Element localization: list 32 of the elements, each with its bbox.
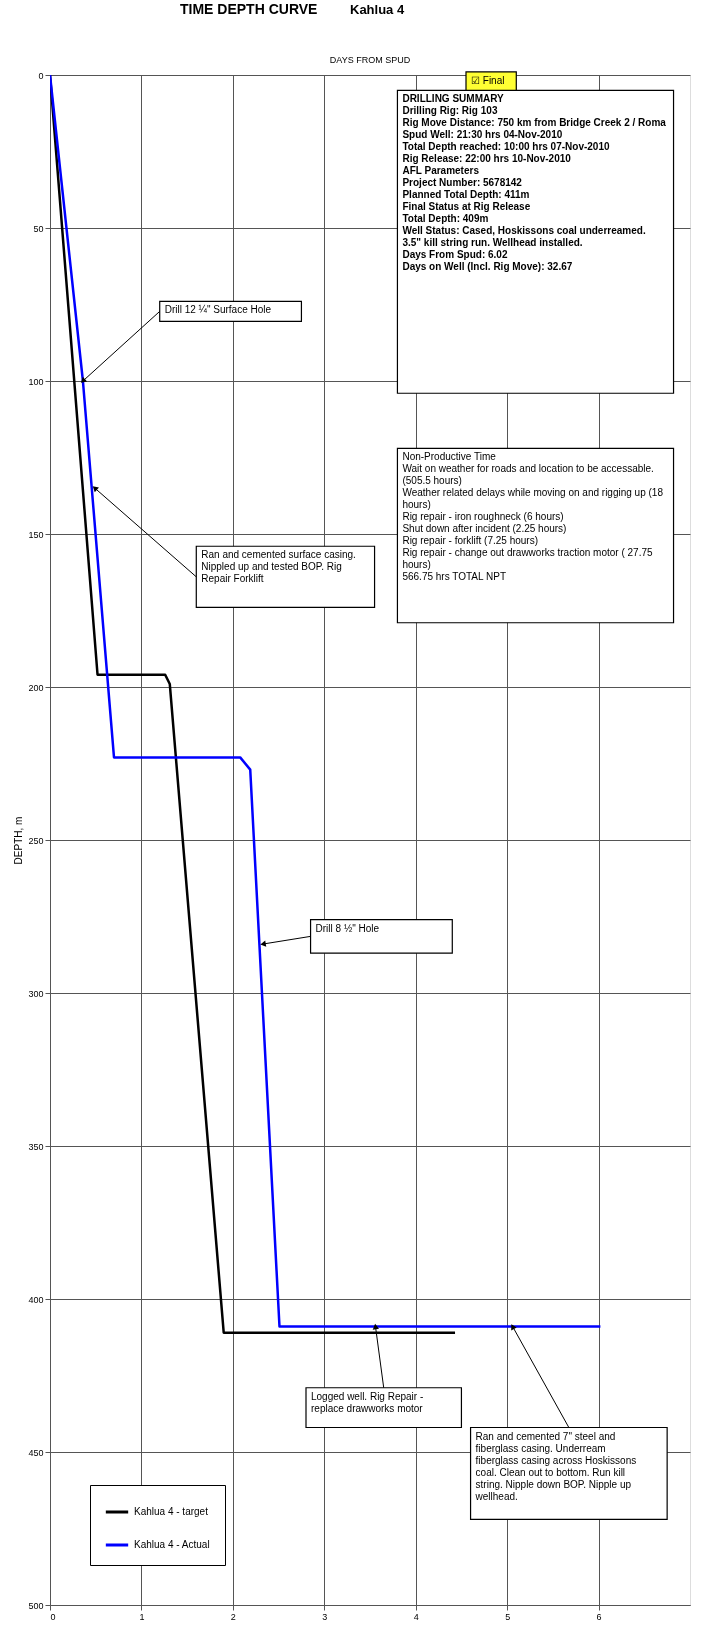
y-tick-label: 350	[28, 1141, 44, 1152]
x-tick-label: 2	[230, 1611, 236, 1622]
annotation: Ran and cemented 7" steel and fiberglass casing. Underream fiberglass casing across Hoskissons coal. Clean out to bottom. Run kill string. Nipple down BOP. Nipple up wellhead.	[474, 1430, 637, 1502]
annotation: Drill 8 ½" Hole	[315, 922, 380, 934]
y-tick-label: 250	[28, 835, 44, 846]
x-tick-label: 4	[413, 1611, 419, 1622]
chart-subtitle: Kahlua 4	[350, 2, 405, 17]
legend-label: Kahlua 4 - target	[134, 1506, 209, 1517]
y-tick-label: 0	[38, 70, 44, 81]
y-tick-label: 450	[28, 1447, 44, 1458]
y-axis-title: DEPTH, m	[13, 816, 25, 865]
y-tick-label: 400	[28, 1294, 44, 1305]
text: DRILLING SUMMARY Drilling Rig: Rig 103 Rig Move Distance: 750 km from Bridge Creek 2 / Roma Spud Well: 21:30 hrs 04-Nov-2010 Total Depth reached: 10:00 hrs 07-Nov-2010 Rig Release: 22:00 hrs 10-Nov-2010 AFL Parameters Project Number: 5678142 Planned Total Depth: 411m Final Status at Rig Release Total Depth: 409m Well Status: Cased, Hoskissons coal underreamed. 3.5" kill string run. Wellhead installed. Days From Spud: 6.02 Days on Well (Incl. Rig Move): 32.67	[402, 93, 666, 273]
y-tick-label: 150	[28, 529, 44, 540]
annotation: ☑ Final	[471, 74, 505, 86]
x-axis-title: DAYS FROM SPUD	[329, 55, 411, 65]
y-tick-label: 50	[33, 223, 44, 234]
x-tick-label: 5	[505, 1611, 511, 1622]
annotation: Ran and cemented surface casing. Nippled up and tested BOP. Rig Repair Forklift	[201, 549, 356, 585]
x-tick-label: 1	[139, 1611, 145, 1622]
text: Non-Productive Time Wait on weather for roads and location to be accessable. (505.5 hours) Weather related delays while moving on and rigging up (18 hours) Rig repair - iron roughneck (6 hours) Shut down after incident (2.25 hours) Rig repair - forklift (7.25 hours) Rig repair - change out drawworks traction motor ( 27.75 hours) 566.75 hrs TOTAL NPT	[402, 451, 663, 583]
y-tick-label: 200	[28, 682, 44, 693]
y-tick-label: 300	[28, 988, 44, 999]
x-tick-label: 3	[322, 1611, 328, 1622]
annotation: Logged well. Rig Repair - replace drawworks motor	[311, 1390, 424, 1414]
x-tick-label: 0	[50, 1611, 56, 1622]
x-tick-label: 6	[596, 1611, 602, 1622]
annotation: Drill 12 ¼" Surface Hole	[164, 304, 272, 316]
chart-title: TIME DEPTH CURVE	[180, 1, 318, 17]
legend-label: Kahlua 4 - Actual	[134, 1539, 210, 1550]
y-tick-label: 100	[28, 376, 44, 387]
y-tick-label: 500	[28, 1600, 44, 1611]
